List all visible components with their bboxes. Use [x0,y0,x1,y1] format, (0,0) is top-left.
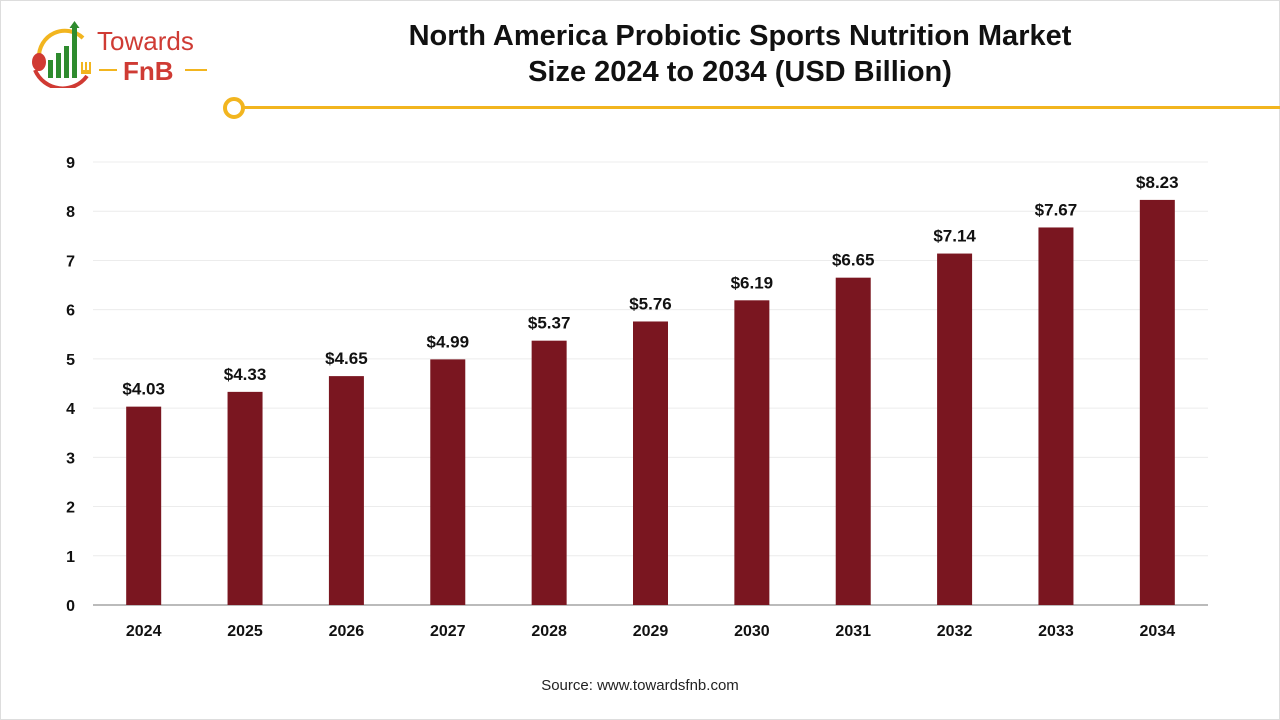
x-tick-label: 2031 [835,623,871,640]
y-tick-label: 0 [66,598,75,615]
source-note: Source: www.towardsfnb.com [541,677,739,694]
svg-text:Towards: Towards [97,26,194,56]
x-tick-label: 2032 [937,623,973,640]
chart-title: North America Probiotic Sports Nutrition… [330,18,1150,90]
y-tick-label: 1 [66,549,75,566]
bar [835,277,871,605]
bar [531,340,567,605]
bar [937,253,973,605]
y-tick-label: 6 [66,303,75,320]
y-tick-label: 4 [66,401,75,418]
x-tick-label: 2024 [126,623,162,640]
data-label: $4.99 [426,332,469,351]
x-tick-label: 2028 [531,623,567,640]
data-label: $4.03 [122,380,165,399]
data-label: $7.14 [933,227,976,246]
towards-fnb-logo: Towards FnB [32,21,207,88]
title-line-1: North America Probiotic Sports Nutrition… [408,20,1072,52]
bar [227,391,263,605]
data-label: $5.76 [629,294,672,313]
bar [430,359,466,605]
data-label: $4.33 [224,365,267,384]
y-tick-label: 3 [66,450,75,467]
data-label: $8.23 [1136,173,1179,192]
y-tick-label: 9 [66,155,75,172]
bar [633,321,668,605]
bar [126,406,162,605]
bar [1139,199,1175,605]
svg-text:FnB: FnB [123,56,174,86]
y-tick-label: 8 [66,204,75,221]
x-tick-label: 2025 [227,623,263,640]
x-tick-label: 2034 [1140,623,1176,640]
x-tick-label: 2026 [329,623,365,640]
y-tick-label: 5 [66,352,75,369]
bar [734,300,770,605]
bar [1038,227,1074,605]
x-tick-label: 2030 [734,623,770,640]
y-tick-label: 7 [66,253,75,270]
x-tick-label: 2033 [1038,623,1074,640]
data-label: $7.67 [1035,200,1078,219]
data-label: $4.65 [325,349,368,368]
x-tick-label: 2027 [430,623,466,640]
data-label: $6.19 [731,273,774,292]
bar [328,376,364,605]
data-label: $6.65 [832,251,875,270]
y-tick-label: 2 [66,500,75,517]
title-line-2: Size 2024 to 2034 (USD Billion) [528,56,952,88]
x-tick-label: 2029 [633,623,669,640]
data-label: $5.37 [528,314,571,333]
title-rule [243,106,1280,109]
